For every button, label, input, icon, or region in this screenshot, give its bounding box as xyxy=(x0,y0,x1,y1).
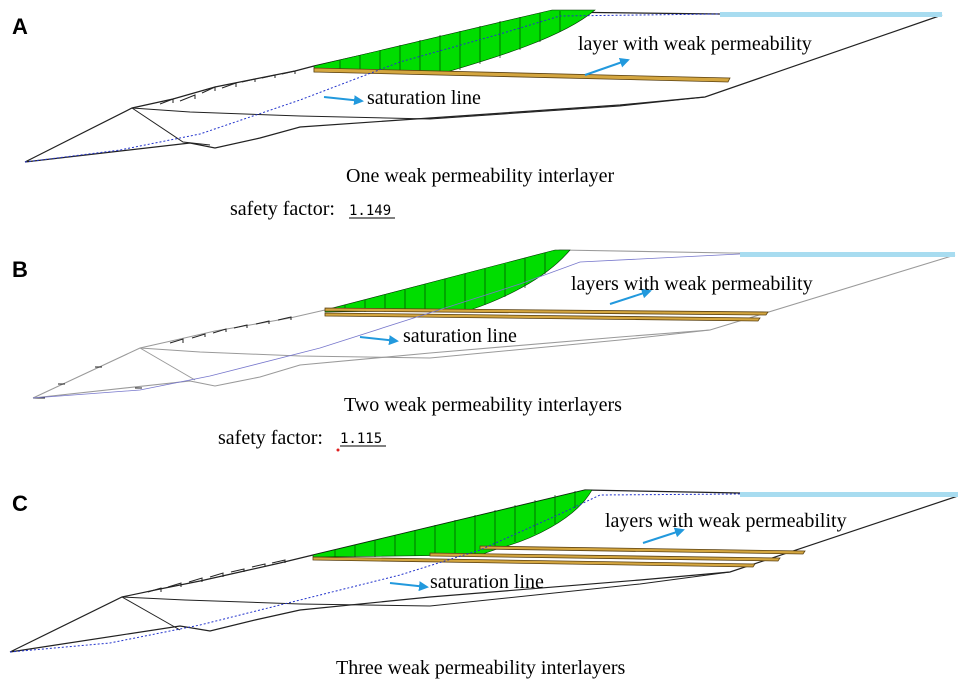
panel-a-layer-arrow-icon xyxy=(584,57,630,76)
panel-b-safety-label: safety factor: xyxy=(218,427,323,449)
panel-b-weak-layer-2 xyxy=(324,312,761,322)
panel-c-weak-layer-2 xyxy=(429,552,781,562)
panel-b-red-dot xyxy=(336,448,340,452)
panel-a: A xyxy=(12,9,943,220)
panel-a-safety-label: safety factor: xyxy=(230,198,335,220)
panel-a-saturation-label: saturation line xyxy=(367,87,481,109)
panel-b-saturation-label: saturation line xyxy=(403,325,517,347)
panel-a-benches xyxy=(159,70,296,105)
panel-b-caption: Two weak permeability interlayers xyxy=(344,394,622,416)
panel-c-slice-lines xyxy=(334,491,576,557)
panel-c-inner-line xyxy=(121,596,181,631)
panel-c: C layers with weak per xyxy=(9,489,958,679)
panel-c-saturation-label: saturation line xyxy=(430,571,544,593)
panel-b-safety-value: 1.115 xyxy=(340,431,382,447)
panel-c-saturation-arrow-icon xyxy=(389,581,429,592)
panel-c-caption: Three weak permeability interlayers xyxy=(336,657,626,679)
panel-a-slice-lines xyxy=(339,11,561,73)
panel-b: B layers with wea xyxy=(12,249,956,452)
panel-b-layer-arrow-icon xyxy=(609,288,652,305)
panel-c-water xyxy=(740,492,958,497)
panel-b-layer-label: layers with weak permeability xyxy=(571,273,813,295)
panel-b-water xyxy=(740,252,955,257)
panel-c-letter: C xyxy=(12,491,28,516)
panel-c-inner-line-2 xyxy=(121,571,731,607)
panel-a-saturation-line xyxy=(24,13,721,163)
panel-a-layer-label: layer with weak permeability xyxy=(578,33,812,55)
panel-b-saturation-line xyxy=(32,253,741,399)
panel-b-toe-marks xyxy=(33,366,142,399)
panel-b-slide-mass xyxy=(324,249,571,313)
panel-c-benches xyxy=(147,559,286,593)
panel-b-saturation-arrow-icon xyxy=(359,335,399,346)
panel-a-caption: One weak permeability interlayer xyxy=(346,165,615,187)
panel-c-layer-arrow-icon xyxy=(642,527,685,544)
panel-a-slide-mass xyxy=(313,9,596,75)
panel-a-safety-value: 1.149 xyxy=(349,203,391,219)
panel-a-water xyxy=(720,12,942,17)
panel-a-saturation-arrow-icon xyxy=(323,95,364,106)
panel-a-letter: A xyxy=(12,14,28,39)
panel-b-letter: B xyxy=(12,257,28,282)
panel-b-weak-layer-1 xyxy=(324,307,769,316)
panel-a-inner-line-2 xyxy=(131,96,706,120)
panel-b-benches xyxy=(169,316,292,344)
panel-c-weak-layer-3 xyxy=(312,556,756,568)
panel-a-weak-layer xyxy=(313,67,731,83)
panel-b-inner-line-2 xyxy=(139,329,711,359)
panel-b-inner-line xyxy=(139,347,196,381)
panel-c-layer-label: layers with weak permeability xyxy=(605,510,847,532)
panel-a-inner-line xyxy=(131,107,211,146)
panel-c-weak-layer-1 xyxy=(479,545,806,555)
